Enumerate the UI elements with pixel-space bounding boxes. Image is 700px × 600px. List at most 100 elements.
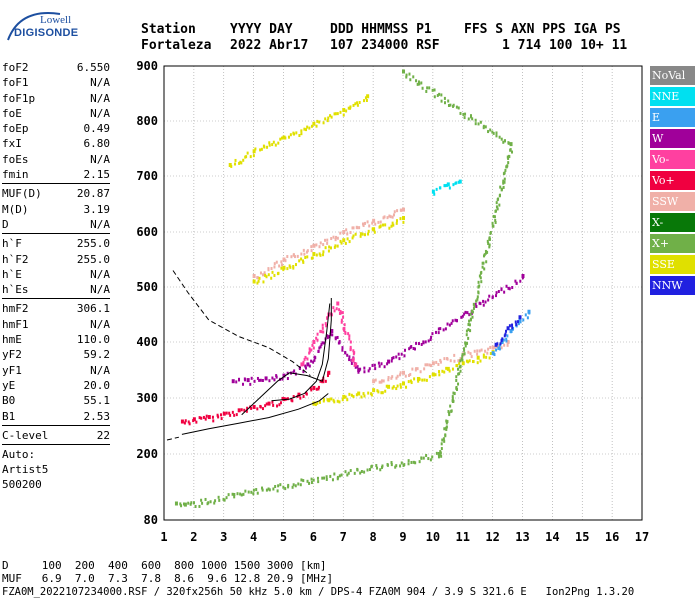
trace-point [247, 490, 250, 494]
trace-point [437, 455, 440, 459]
trace-point [455, 181, 458, 185]
trace-point [478, 349, 481, 353]
trace-point [271, 143, 274, 147]
trace-point [256, 276, 259, 280]
trace-point [453, 392, 456, 396]
trace-point [252, 154, 255, 158]
trace-point [488, 356, 491, 360]
trace-point [298, 134, 301, 138]
trace-point [261, 486, 264, 490]
trace-point [390, 376, 393, 380]
param-name: C-level [2, 428, 49, 442]
trace-point [409, 379, 412, 383]
trace-point [286, 397, 289, 401]
trace-point [354, 362, 358, 367]
trace-point [517, 322, 520, 326]
trace-point [311, 256, 314, 260]
trace-point [388, 226, 391, 230]
trace-point [284, 136, 287, 140]
trace-point [327, 335, 330, 339]
trace-point [428, 375, 431, 379]
trace-point [200, 416, 203, 420]
trace-point [489, 128, 492, 132]
trace-point [517, 320, 520, 324]
trace-point [488, 294, 491, 298]
trace-point [495, 201, 498, 205]
trace-point [379, 220, 382, 224]
trace-point [416, 367, 419, 371]
trace-point [392, 213, 395, 217]
trace-point [264, 273, 267, 277]
param-value: 306.1 [76, 302, 110, 316]
trace-point [188, 422, 191, 426]
header-label-station: Station [141, 22, 196, 37]
trace-point [344, 331, 347, 335]
param-name: fxI [2, 137, 22, 151]
trace-point [438, 373, 441, 377]
trace-point [375, 464, 378, 468]
trace-point [374, 378, 377, 382]
x-tick-label: 10 [426, 530, 440, 544]
trace-point [503, 343, 506, 347]
trace-point [498, 203, 501, 207]
trace-point [444, 101, 447, 105]
trace-point [486, 239, 489, 243]
param-value: 2.53 [83, 409, 111, 423]
trace-point [315, 253, 318, 257]
trace-point [403, 354, 406, 358]
auto-label: Auto: [2, 448, 36, 462]
trace-point [278, 264, 281, 268]
trace-point [503, 177, 506, 181]
trace-point [275, 260, 278, 264]
trace-point [340, 320, 343, 324]
trace-point [519, 279, 522, 283]
param-value: 6.80 [83, 137, 111, 151]
param-value: 59.2 [83, 348, 111, 362]
trace-point [240, 493, 243, 497]
trace-point [446, 357, 449, 361]
trace-point [277, 484, 280, 488]
trace-point [500, 346, 503, 350]
trace-point [400, 461, 403, 465]
trace-point [377, 361, 380, 365]
param-value: 55.1 [83, 394, 111, 408]
trace-point [506, 334, 509, 338]
trace-point [349, 469, 352, 473]
trace-point [300, 257, 303, 261]
trace-point [243, 408, 246, 412]
trace-point [445, 419, 448, 423]
trace-point [298, 259, 301, 263]
trace-point [356, 101, 359, 105]
trace-point [302, 248, 305, 252]
trace-point [496, 207, 499, 211]
param-row: foEp 0.49 [2, 121, 110, 136]
trace-point [290, 255, 293, 259]
trace-point [425, 89, 428, 93]
trace-point [240, 161, 243, 165]
trace-point [308, 481, 311, 485]
trace-point [411, 367, 414, 371]
trace-point [476, 349, 479, 353]
trace-point [238, 161, 241, 165]
trace-point [292, 483, 295, 487]
trace-point [457, 359, 460, 363]
trace-point [258, 378, 261, 382]
x-tick-label: 6 [310, 530, 317, 544]
trace-point [394, 465, 397, 469]
trace-point [404, 348, 407, 352]
trace-point [507, 161, 510, 165]
trace-point [256, 376, 259, 380]
trace-point [426, 363, 429, 367]
trace-point [383, 215, 386, 219]
trace-point [310, 249, 313, 253]
trace-point [508, 324, 511, 328]
trace-point [427, 457, 430, 461]
trace-point [300, 129, 303, 133]
param-row: C-level 22 [2, 428, 110, 443]
trace-point [306, 479, 309, 483]
trace-point [399, 371, 402, 375]
trace-point [329, 474, 332, 478]
trace-point [338, 308, 341, 312]
trace-point [408, 347, 411, 351]
